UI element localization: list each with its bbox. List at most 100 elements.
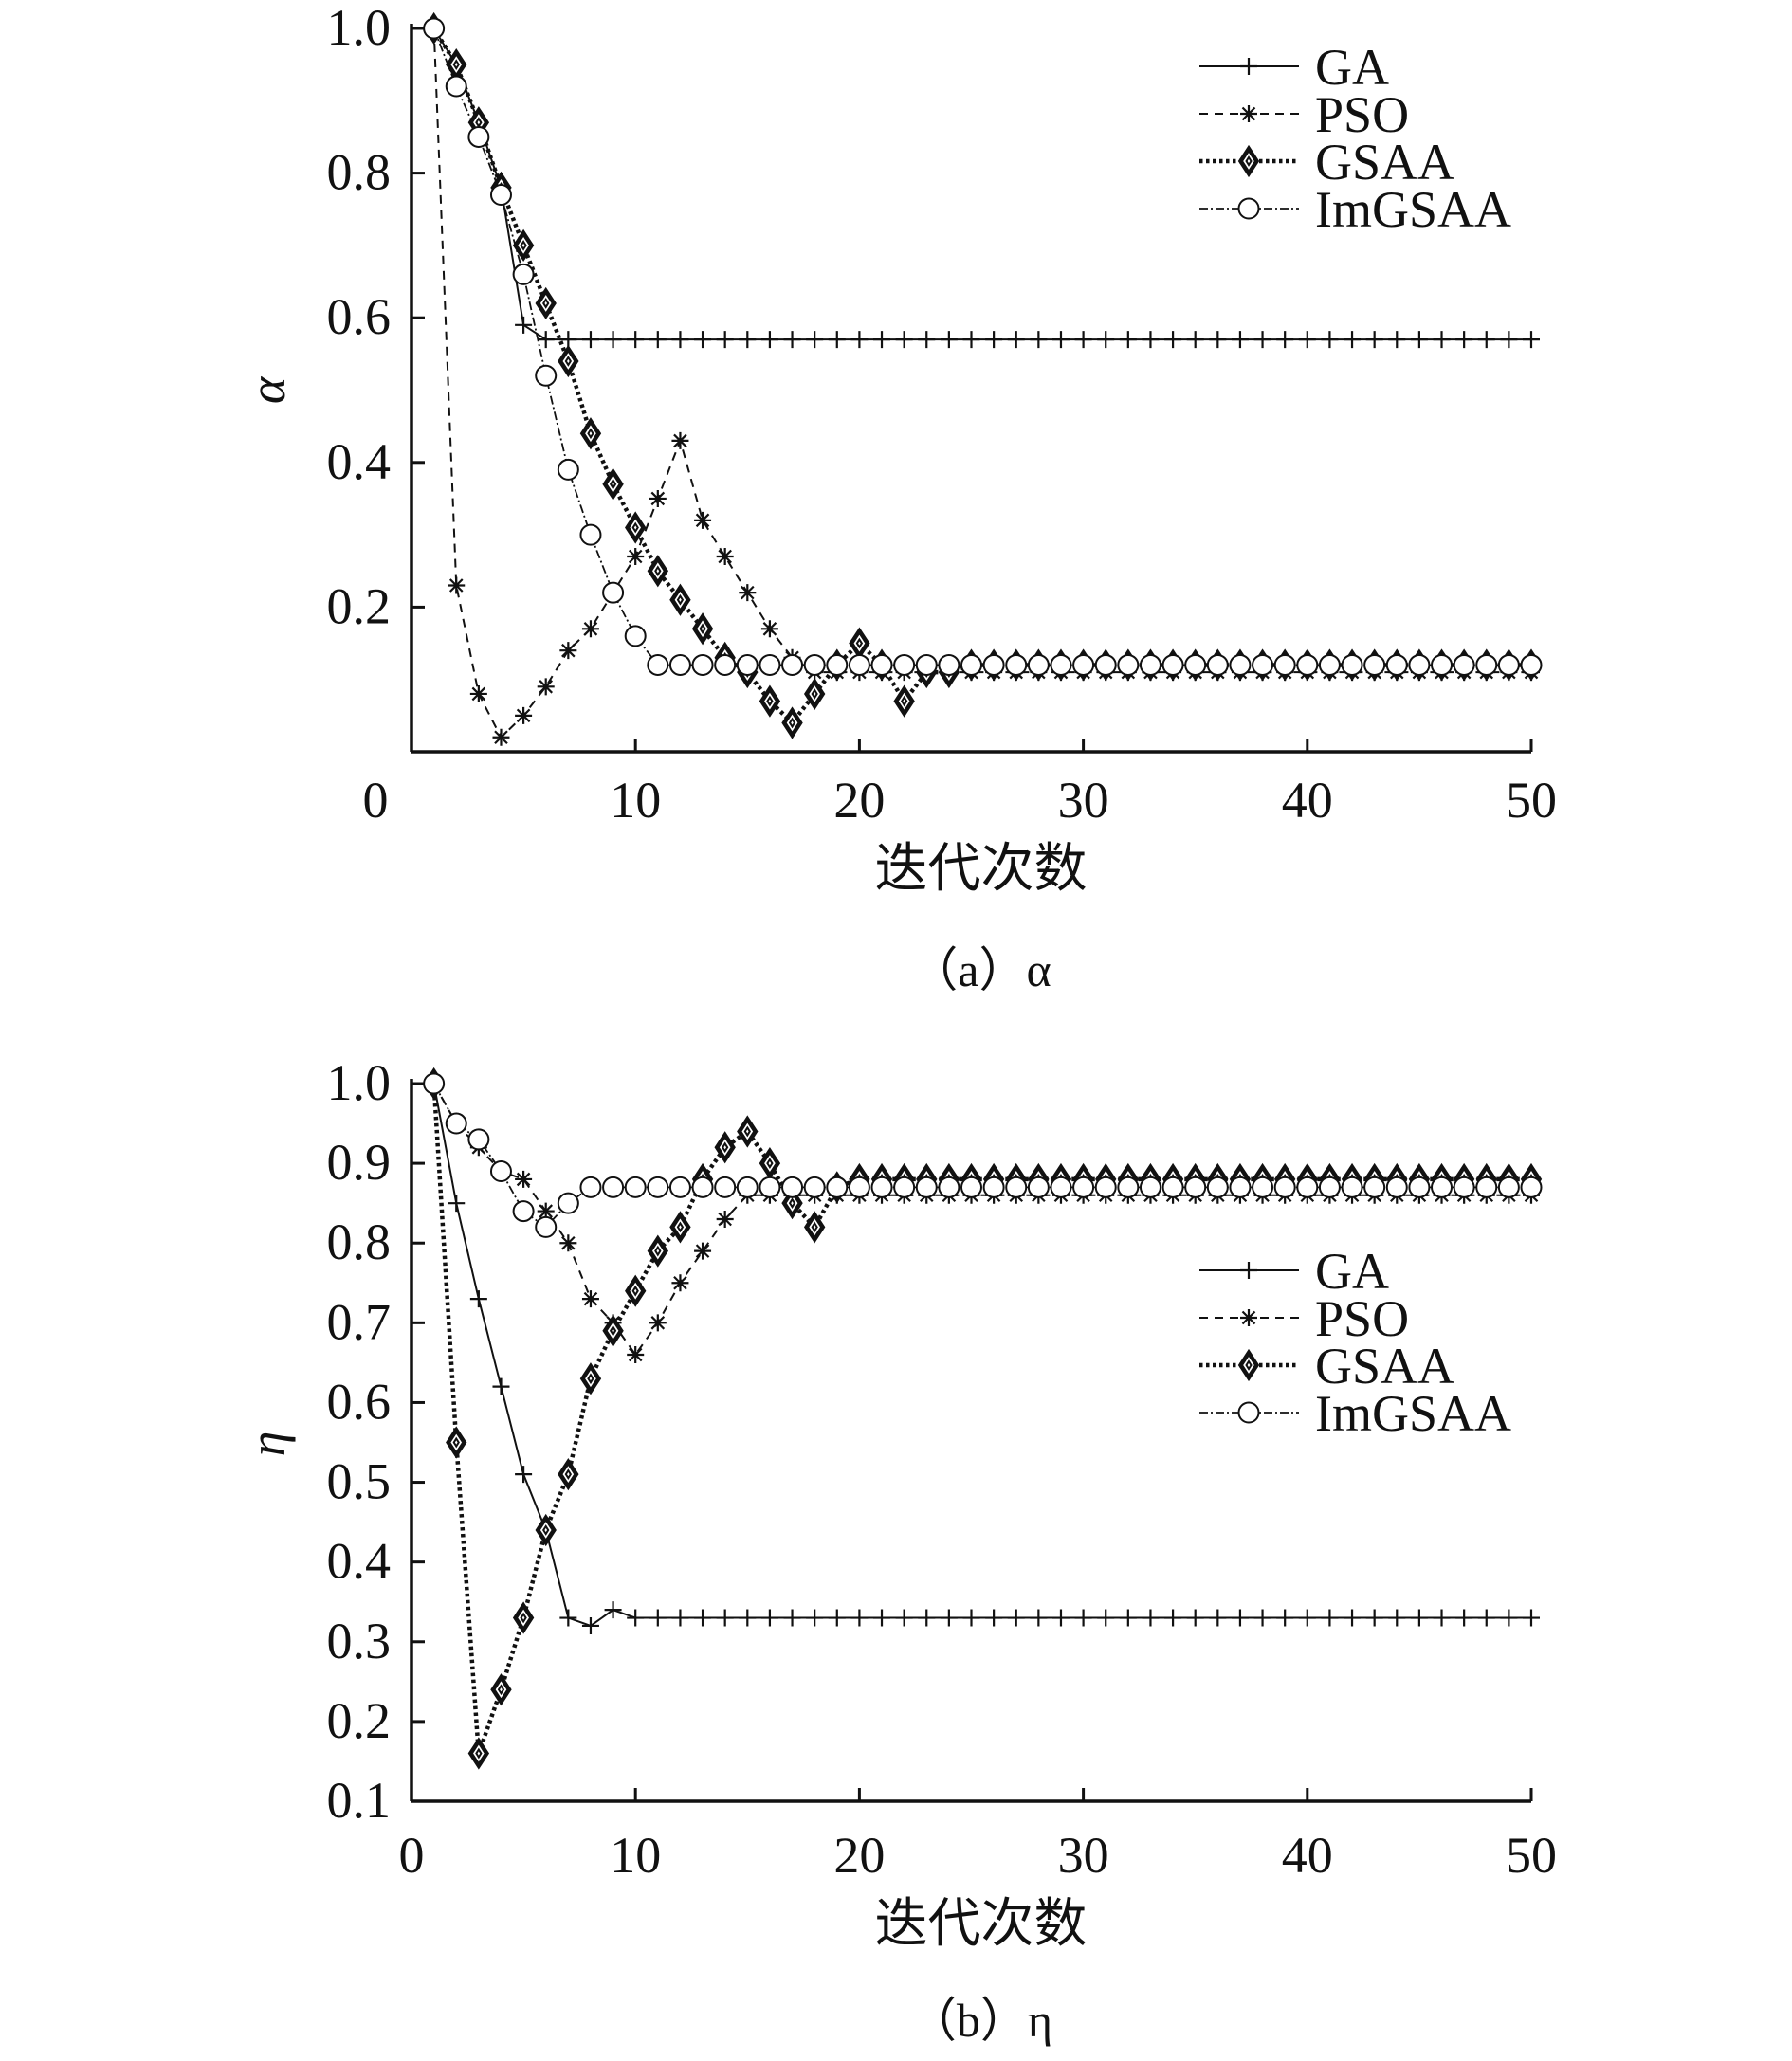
data-point-imgsaa xyxy=(781,653,804,676)
data-point-ga xyxy=(1297,1608,1317,1628)
legend-marker xyxy=(1241,1353,1257,1377)
y-tick-label: 0.4 xyxy=(327,433,392,490)
legend-item-pso: PSO xyxy=(1199,1290,1409,1347)
data-point-ga xyxy=(670,329,690,350)
data-point-imgsaa xyxy=(1453,653,1475,676)
data-point-ga xyxy=(1275,1608,1295,1628)
data-point-gsaa xyxy=(672,588,688,612)
data-point-imgsaa xyxy=(803,1176,826,1198)
data-point-imgsaa xyxy=(1184,653,1207,676)
x-tick-label: 50 xyxy=(1506,772,1557,829)
data-point-imgsaa xyxy=(714,653,737,676)
legend-marker xyxy=(1237,197,1260,220)
data-point-ga xyxy=(513,1465,534,1485)
data-point-ga xyxy=(782,329,802,350)
data-point-pso xyxy=(692,1241,713,1261)
data-point-imgsaa xyxy=(535,1215,558,1238)
data-point-pso xyxy=(580,619,601,639)
data-point-imgsaa xyxy=(1117,1176,1140,1198)
data-point-imgsaa xyxy=(1229,1176,1252,1198)
data-point-imgsaa xyxy=(803,653,826,676)
data-point-imgsaa xyxy=(1318,1176,1341,1198)
data-point-imgsaa xyxy=(1273,1176,1296,1198)
data-point-pso xyxy=(468,684,488,704)
y-tick-label: 0.1 xyxy=(327,1772,392,1829)
data-point-imgsaa xyxy=(1072,653,1095,676)
data-point-ga xyxy=(603,1600,623,1620)
x-tick-label: 10 xyxy=(610,772,661,829)
data-point-pso xyxy=(715,546,735,567)
data-point-ga xyxy=(827,329,847,350)
data-point-imgsaa xyxy=(1206,1176,1229,1198)
data-point-gsaa xyxy=(784,710,800,735)
data-point-gsaa xyxy=(516,1606,532,1631)
series-gsaa xyxy=(426,1071,1539,1766)
data-point-ga xyxy=(850,329,869,350)
data-point-imgsaa xyxy=(1341,1176,1363,1198)
data-point-ga xyxy=(1096,329,1116,350)
y-tick-label: 0.2 xyxy=(327,1692,392,1749)
data-point-imgsaa xyxy=(714,1176,737,1198)
y-tick-label: 0.9 xyxy=(327,1134,392,1191)
data-point-ga xyxy=(1387,329,1407,350)
data-point-ga xyxy=(1051,329,1071,350)
data-point-ga xyxy=(1454,1608,1474,1628)
data-point-imgsaa xyxy=(736,1176,759,1198)
chart-panel-b: 0 10 20 30 40 50 0.1 0.2 0.3 0.4 0.5 0.6 0.7 0.8 0.9 1.… xyxy=(239,1054,1557,2047)
data-point-ga xyxy=(1409,1608,1430,1628)
data-point-pso xyxy=(759,619,780,639)
data-point-imgsaa xyxy=(1385,1176,1408,1198)
data-point-imgsaa xyxy=(960,1176,982,1198)
data-point-imgsaa xyxy=(489,1160,512,1183)
data-point-ga xyxy=(603,329,623,350)
data-point-imgsaa xyxy=(826,653,849,676)
legend-label: GA xyxy=(1315,39,1389,96)
legend-item-ga: GA xyxy=(1199,1243,1389,1300)
data-point-ga xyxy=(1029,1608,1049,1628)
data-point-ga xyxy=(648,329,667,350)
data-point-ga xyxy=(1162,329,1183,350)
y-axis-label: α xyxy=(239,375,296,404)
x-tick-label: 50 xyxy=(1506,1827,1557,1884)
data-point-imgsaa xyxy=(1520,653,1543,676)
data-point-imgsaa xyxy=(423,1072,446,1095)
legend-label: ImGSAA xyxy=(1315,181,1511,238)
data-point-ga xyxy=(871,1608,892,1628)
legend-item-imgsaa: ImGSAA xyxy=(1199,181,1511,238)
data-point-imgsaa xyxy=(893,1176,916,1198)
data-point-imgsaa xyxy=(1252,653,1274,676)
legend-label: GSAA xyxy=(1315,1338,1454,1395)
y-axis-label: η xyxy=(239,1432,296,1457)
series-line-imgsaa xyxy=(432,1083,1531,1229)
data-point-ga xyxy=(1141,329,1161,350)
data-point-imgsaa xyxy=(1229,653,1252,676)
data-point-pso xyxy=(580,1288,601,1309)
data-point-imgsaa xyxy=(512,1200,535,1223)
data-point-imgsaa xyxy=(1027,1176,1050,1198)
data-point-ga xyxy=(1521,1608,1542,1628)
data-point-ga xyxy=(1476,329,1496,350)
data-point-imgsaa xyxy=(982,653,1005,676)
series-line-pso xyxy=(432,27,1531,739)
y-tick-label: 0.4 xyxy=(327,1533,392,1590)
data-point-imgsaa xyxy=(759,1176,781,1198)
data-point-imgsaa xyxy=(1408,653,1431,676)
panel-caption: （b）η xyxy=(909,1994,1052,2047)
data-point-ga xyxy=(1432,329,1452,350)
data-point-ga xyxy=(1253,329,1272,350)
data-point-pso xyxy=(558,1233,578,1253)
data-point-imgsaa xyxy=(1005,1176,1028,1198)
data-point-imgsaa xyxy=(647,653,669,676)
data-point-imgsaa xyxy=(1094,1176,1117,1198)
data-point-imgsaa xyxy=(781,1176,804,1198)
data-point-imgsaa xyxy=(826,1176,849,1198)
data-point-imgsaa xyxy=(736,653,759,676)
data-point-ga xyxy=(894,1608,914,1628)
legend-label: GA xyxy=(1315,1243,1389,1300)
data-point-pso xyxy=(513,705,534,725)
data-point-ga xyxy=(1432,1608,1452,1628)
data-point-ga xyxy=(1118,1608,1138,1628)
data-point-ga xyxy=(805,329,825,350)
data-point-gsaa xyxy=(560,1462,576,1486)
